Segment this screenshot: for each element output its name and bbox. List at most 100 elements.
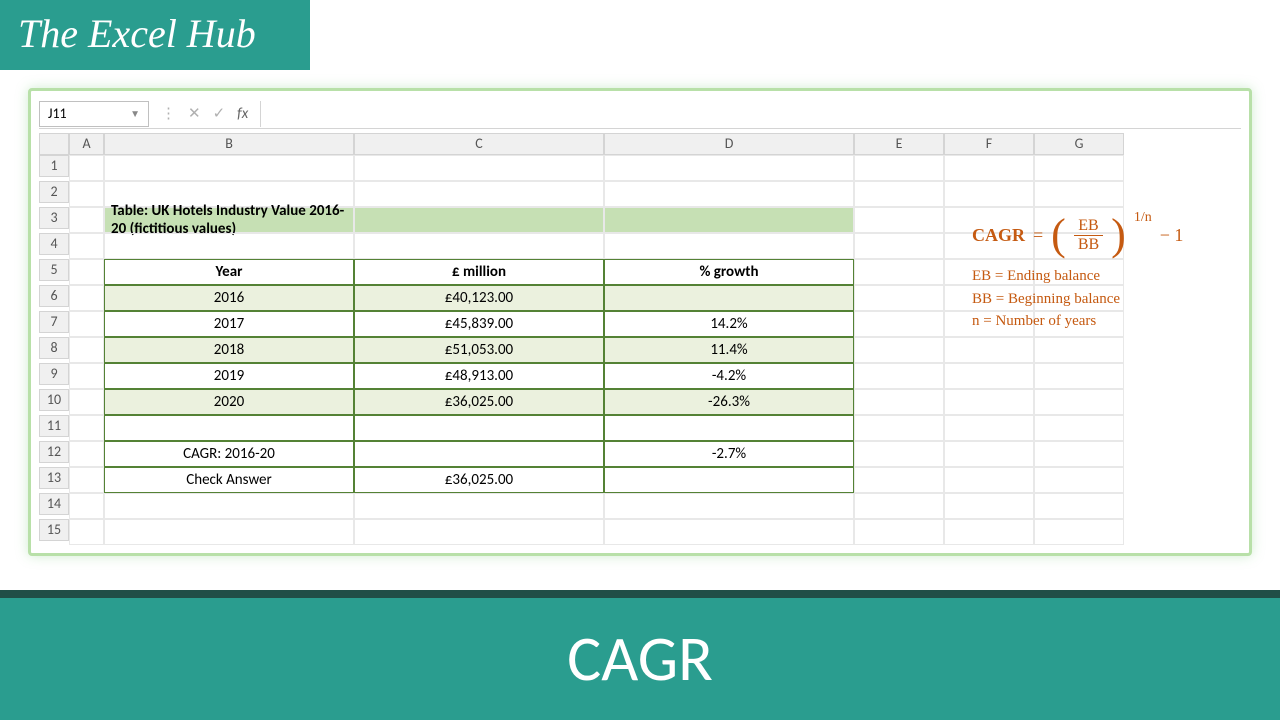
cell-F10[interactable] bbox=[944, 389, 1034, 415]
cell-E3[interactable] bbox=[854, 207, 944, 233]
cell-B11[interactable] bbox=[104, 415, 354, 441]
cell-C3[interactable] bbox=[354, 207, 604, 233]
cell-C4[interactable] bbox=[354, 233, 604, 259]
cell-F15[interactable] bbox=[944, 519, 1034, 545]
cell-A5[interactable] bbox=[69, 259, 104, 285]
cell-B8[interactable]: 2018 bbox=[104, 337, 354, 363]
cell-D15[interactable] bbox=[604, 519, 854, 545]
cell-E15[interactable] bbox=[854, 519, 944, 545]
row-head-11[interactable]: 11 bbox=[39, 415, 69, 437]
cell-A13[interactable] bbox=[69, 467, 104, 493]
cell-F2[interactable] bbox=[944, 181, 1034, 207]
cell-C7[interactable]: £45,839.00 bbox=[354, 311, 604, 337]
cell-B9[interactable]: 2019 bbox=[104, 363, 354, 389]
cell-C14[interactable] bbox=[354, 493, 604, 519]
cell-A7[interactable] bbox=[69, 311, 104, 337]
cell-G2[interactable] bbox=[1034, 181, 1124, 207]
cell-B7[interactable]: 2017 bbox=[104, 311, 354, 337]
cell-G1[interactable] bbox=[1034, 155, 1124, 181]
fx-icon[interactable]: fx bbox=[237, 105, 248, 123]
row-head-9[interactable]: 9 bbox=[39, 363, 69, 385]
col-head-B[interactable]: B bbox=[104, 133, 354, 155]
cell-D9[interactable]: -4.2% bbox=[604, 363, 854, 389]
name-box[interactable]: J11 ▼ bbox=[39, 101, 149, 127]
cancel-icon[interactable]: ✕ bbox=[188, 104, 201, 123]
cell-B3[interactable]: Table: UK Hotels Industry Value 2016-20 … bbox=[104, 207, 354, 233]
cell-E11[interactable] bbox=[854, 415, 944, 441]
cell-D10[interactable]: -26.3% bbox=[604, 389, 854, 415]
cell-D14[interactable] bbox=[604, 493, 854, 519]
cell-G11[interactable] bbox=[1034, 415, 1124, 441]
cell-A9[interactable] bbox=[69, 363, 104, 389]
row-head-12[interactable]: 12 bbox=[39, 441, 69, 463]
cell-D11[interactable] bbox=[604, 415, 854, 441]
cell-F13[interactable] bbox=[944, 467, 1034, 493]
cell-B1[interactable] bbox=[104, 155, 354, 181]
cell-C11[interactable] bbox=[354, 415, 604, 441]
cell-A4[interactable] bbox=[69, 233, 104, 259]
cell-D5[interactable]: % growth bbox=[604, 259, 854, 285]
cell-A14[interactable] bbox=[69, 493, 104, 519]
cell-B5[interactable]: Year bbox=[104, 259, 354, 285]
cells-grid[interactable]: ABCDEFG123Table: UK Hotels Industry Valu… bbox=[39, 133, 1241, 545]
cell-A1[interactable] bbox=[69, 155, 104, 181]
cell-F8[interactable] bbox=[944, 337, 1034, 363]
cell-E8[interactable] bbox=[854, 337, 944, 363]
cell-E7[interactable] bbox=[854, 311, 944, 337]
cell-E9[interactable] bbox=[854, 363, 944, 389]
cell-F11[interactable] bbox=[944, 415, 1034, 441]
cell-A10[interactable] bbox=[69, 389, 104, 415]
cell-G14[interactable] bbox=[1034, 493, 1124, 519]
row-head-10[interactable]: 10 bbox=[39, 389, 69, 411]
cell-A6[interactable] bbox=[69, 285, 104, 311]
cell-C1[interactable] bbox=[354, 155, 604, 181]
cell-F9[interactable] bbox=[944, 363, 1034, 389]
cell-D3[interactable] bbox=[604, 207, 854, 233]
cell-G10[interactable] bbox=[1034, 389, 1124, 415]
formula-input[interactable] bbox=[260, 101, 1241, 127]
cell-E4[interactable] bbox=[854, 233, 944, 259]
cell-A8[interactable] bbox=[69, 337, 104, 363]
row-head-15[interactable]: 15 bbox=[39, 519, 69, 541]
cell-B10[interactable]: 2020 bbox=[104, 389, 354, 415]
cell-D12[interactable]: -2.7% bbox=[604, 441, 854, 467]
row-head-13[interactable]: 13 bbox=[39, 467, 69, 489]
cell-C15[interactable] bbox=[354, 519, 604, 545]
row-head-7[interactable]: 7 bbox=[39, 311, 69, 333]
cell-B12[interactable]: CAGR: 2016-20 bbox=[104, 441, 354, 467]
col-head-G[interactable]: G bbox=[1034, 133, 1124, 155]
cell-E5[interactable] bbox=[854, 259, 944, 285]
row-head-3[interactable]: 3 bbox=[39, 207, 69, 229]
cell-E1[interactable] bbox=[854, 155, 944, 181]
cell-D8[interactable]: 11.4% bbox=[604, 337, 854, 363]
col-head-C[interactable]: C bbox=[354, 133, 604, 155]
cell-G9[interactable] bbox=[1034, 363, 1124, 389]
cell-B15[interactable] bbox=[104, 519, 354, 545]
select-all-corner[interactable] bbox=[39, 133, 69, 155]
enter-icon[interactable]: ✓ bbox=[213, 104, 226, 123]
cell-C6[interactable]: £40,123.00 bbox=[354, 285, 604, 311]
cell-D13[interactable] bbox=[604, 467, 854, 493]
cell-E6[interactable] bbox=[854, 285, 944, 311]
row-head-6[interactable]: 6 bbox=[39, 285, 69, 307]
cell-E2[interactable] bbox=[854, 181, 944, 207]
cell-F12[interactable] bbox=[944, 441, 1034, 467]
cell-F1[interactable] bbox=[944, 155, 1034, 181]
cell-E10[interactable] bbox=[854, 389, 944, 415]
cell-E12[interactable] bbox=[854, 441, 944, 467]
cell-D7[interactable]: 14.2% bbox=[604, 311, 854, 337]
cell-A2[interactable] bbox=[69, 181, 104, 207]
cell-G8[interactable] bbox=[1034, 337, 1124, 363]
cell-C12[interactable] bbox=[354, 441, 604, 467]
cell-D2[interactable] bbox=[604, 181, 854, 207]
cell-C13[interactable]: £36,025.00 bbox=[354, 467, 604, 493]
cell-A15[interactable] bbox=[69, 519, 104, 545]
row-head-5[interactable]: 5 bbox=[39, 259, 69, 281]
cell-D4[interactable] bbox=[604, 233, 854, 259]
cell-B6[interactable]: 2016 bbox=[104, 285, 354, 311]
col-head-F[interactable]: F bbox=[944, 133, 1034, 155]
col-head-D[interactable]: D bbox=[604, 133, 854, 155]
cell-F14[interactable] bbox=[944, 493, 1034, 519]
cell-A3[interactable] bbox=[69, 207, 104, 233]
cell-B14[interactable] bbox=[104, 493, 354, 519]
